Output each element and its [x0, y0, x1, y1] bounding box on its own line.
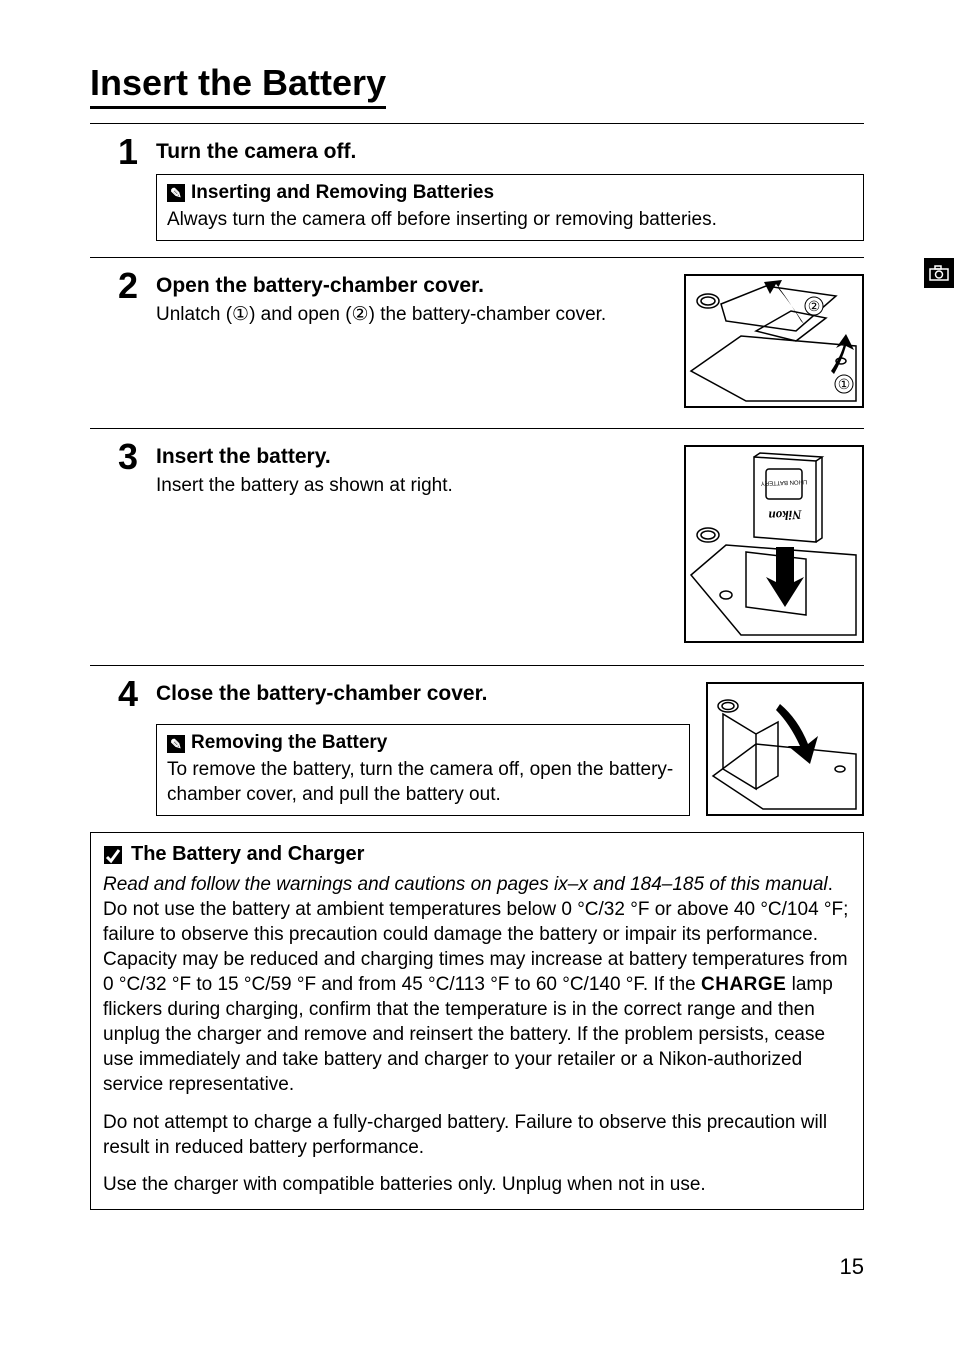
- step-heading: Open the battery-chamber cover.: [156, 274, 668, 298]
- note-icon: ✎: [167, 184, 185, 202]
- note-box: ✎ Inserting and Removing Batteries Alway…: [156, 174, 864, 241]
- step-2: 2 Open the battery-chamber cover. Unlatc…: [90, 258, 864, 428]
- svg-text:②: ②: [808, 298, 821, 314]
- caution-p3: Use the charger with compatible batterie…: [103, 1172, 851, 1197]
- caution-p1: Read and follow the warnings and caution…: [103, 872, 851, 1098]
- caution-p2: Do not attempt to charge a fully-charged…: [103, 1110, 851, 1160]
- note-body: To remove the battery, turn the camera o…: [167, 758, 679, 807]
- step-number: 1: [114, 134, 138, 170]
- caution-box: The Battery and Charger Read and follow …: [90, 832, 864, 1209]
- step-heading: Close the battery-chamber cover.: [156, 682, 690, 706]
- page-title: Insert the Battery: [90, 62, 386, 109]
- note-title: Removing the Battery: [191, 731, 387, 756]
- step-heading: Turn the camera off.: [156, 140, 864, 164]
- step-heading: Insert the battery.: [156, 445, 668, 469]
- caution-title: The Battery and Charger: [131, 841, 364, 867]
- camera-icon: [928, 262, 950, 284]
- step-4: 4 Close the battery-chamber cover. ✎ Rem…: [90, 666, 864, 818]
- figure-open-cover: ② ①: [684, 274, 864, 408]
- figure-insert-battery: Nikon LI-ION BATTERY: [684, 445, 864, 643]
- note-icon: ✎: [167, 735, 185, 753]
- svg-text:Nikon: Nikon: [768, 508, 803, 524]
- step-text: Unlatch (①) and open (②) the battery-cha…: [156, 302, 668, 328]
- figure-close-cover: [706, 682, 864, 816]
- section-tab: [924, 258, 954, 288]
- step-number: 2: [114, 268, 138, 304]
- step-3: 3 Insert the battery. Insert the battery…: [90, 429, 864, 665]
- page-number: 15: [840, 1254, 864, 1280]
- manual-page: Insert the Battery 1 Turn the camera off…: [0, 0, 954, 1352]
- step-1: 1 Turn the camera off. ✎ Inserting and R…: [90, 124, 864, 257]
- svg-text:①: ①: [838, 376, 851, 392]
- caution-icon: [103, 845, 123, 865]
- note-title: Inserting and Removing Batteries: [191, 181, 494, 206]
- note-box: ✎ Removing the Battery To remove the bat…: [156, 724, 690, 816]
- step-number: 4: [114, 676, 138, 712]
- note-body: Always turn the camera off before insert…: [167, 208, 853, 233]
- step-text: Insert the battery as shown at right.: [156, 473, 668, 499]
- step-number: 3: [114, 439, 138, 475]
